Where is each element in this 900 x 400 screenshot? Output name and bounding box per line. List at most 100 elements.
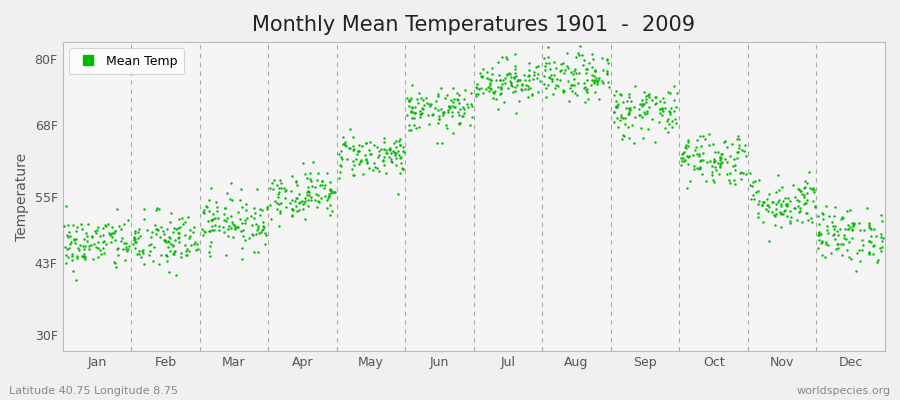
Point — [483, 86, 498, 92]
Point — [599, 70, 614, 76]
Point — [840, 208, 854, 214]
Point — [104, 224, 119, 230]
Point — [654, 112, 669, 118]
Point — [842, 226, 856, 232]
Point — [230, 224, 245, 230]
Point — [600, 60, 615, 66]
Point — [771, 198, 786, 205]
Point — [289, 179, 303, 185]
Point — [805, 186, 819, 192]
Point — [549, 82, 563, 88]
Point — [392, 152, 406, 158]
Point — [693, 157, 707, 163]
Point — [592, 96, 607, 102]
Point — [244, 213, 258, 219]
Point — [388, 161, 402, 168]
Point — [362, 147, 376, 153]
Point — [352, 148, 366, 154]
Point — [453, 120, 467, 126]
Point — [247, 249, 261, 256]
Point — [653, 106, 668, 113]
Point — [648, 139, 662, 145]
Point — [567, 76, 581, 83]
Point — [852, 247, 867, 254]
Point — [634, 101, 649, 107]
Point — [622, 135, 636, 141]
Point — [744, 182, 759, 189]
Point — [440, 125, 454, 132]
Point — [504, 82, 518, 88]
Point — [778, 206, 792, 213]
Point — [568, 66, 582, 72]
Point — [714, 155, 728, 162]
Point — [470, 80, 484, 87]
Point — [720, 158, 734, 165]
Point — [806, 198, 820, 204]
Point — [131, 251, 146, 257]
Point — [99, 223, 113, 229]
Point — [376, 158, 391, 164]
Point — [825, 222, 840, 229]
Point — [163, 248, 177, 254]
Point — [503, 80, 517, 86]
Point — [167, 225, 182, 232]
Point — [210, 208, 224, 214]
Point — [312, 182, 327, 188]
Point — [449, 96, 464, 102]
Point — [713, 154, 727, 160]
Point — [393, 142, 408, 148]
Point — [783, 214, 797, 220]
Point — [469, 91, 483, 97]
Point — [571, 92, 585, 98]
Point — [217, 211, 231, 217]
Point — [508, 88, 522, 94]
Point — [418, 95, 433, 102]
Point — [773, 211, 788, 217]
Point — [783, 198, 797, 204]
Point — [720, 144, 734, 150]
Point — [295, 206, 310, 213]
Point — [649, 94, 663, 100]
Point — [451, 96, 465, 103]
Point — [504, 74, 518, 80]
Point — [204, 227, 219, 233]
Point — [622, 111, 636, 117]
Point — [128, 238, 142, 245]
Point — [714, 151, 728, 157]
Point — [716, 151, 730, 158]
Point — [815, 211, 830, 218]
Point — [421, 120, 436, 127]
Point — [100, 221, 114, 228]
Point — [236, 226, 250, 233]
Point — [686, 152, 700, 158]
Point — [70, 224, 85, 230]
Point — [205, 211, 220, 217]
Point — [600, 57, 615, 63]
Point — [833, 241, 848, 248]
Point — [832, 226, 847, 232]
Point — [302, 188, 316, 195]
Point — [861, 238, 876, 244]
Point — [731, 132, 745, 139]
Point — [613, 117, 627, 124]
Point — [371, 153, 385, 160]
Point — [709, 167, 724, 174]
Point — [797, 194, 812, 200]
Point — [572, 43, 587, 50]
Point — [144, 234, 158, 240]
Point — [80, 238, 94, 244]
Point — [173, 224, 187, 230]
Point — [674, 161, 688, 168]
Point — [167, 236, 182, 243]
Point — [735, 147, 750, 154]
Point — [228, 224, 242, 231]
Point — [662, 121, 677, 127]
Point — [415, 110, 429, 116]
Point — [829, 246, 843, 252]
Point — [609, 98, 624, 104]
Point — [765, 199, 779, 205]
Point — [401, 126, 416, 133]
Point — [864, 238, 878, 245]
Point — [248, 205, 262, 211]
Point — [338, 139, 352, 146]
